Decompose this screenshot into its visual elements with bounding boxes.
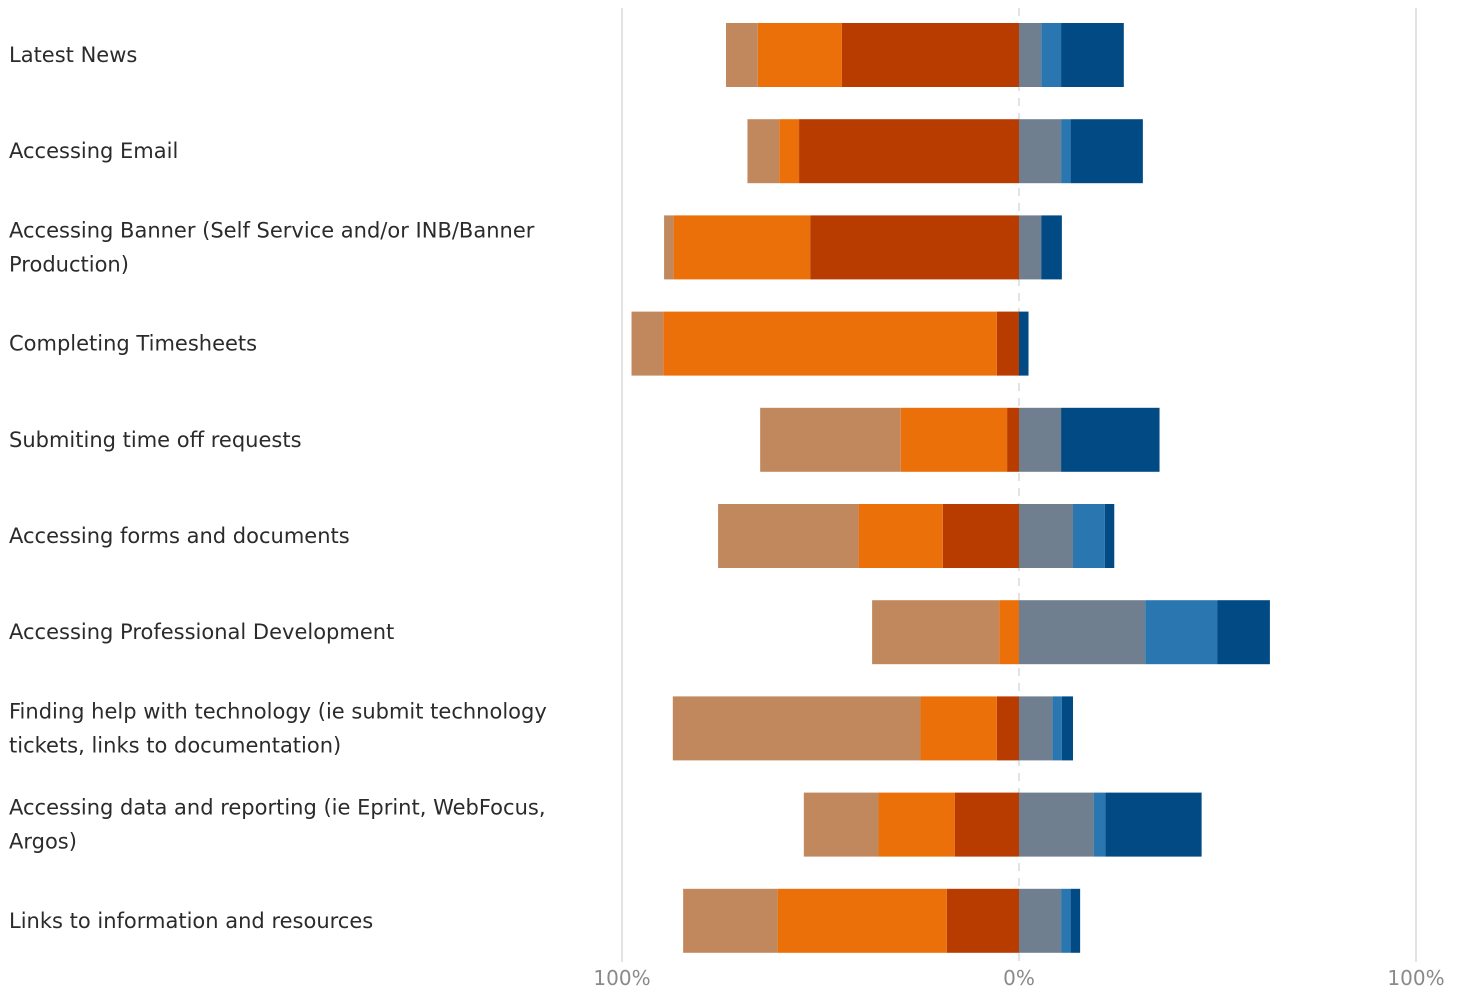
category-labels: Latest News Accessing Email Accessing Bann… [9, 43, 547, 933]
bar-segment-5-3 [1019, 504, 1073, 568]
category-label-7: Finding help with technology (ie submit … [9, 699, 547, 757]
bar-segment-0-3 [1019, 23, 1042, 87]
category-label-line: Accessing forms and documents [9, 524, 350, 548]
category-label-line: Latest News [9, 43, 137, 67]
tick-label-2: 100% [1387, 966, 1444, 990]
category-label-2: Accessing Banner (Self Service and/or IN… [9, 218, 535, 276]
bar-segment-5-2 [718, 504, 859, 568]
category-label-8: Accessing data and reporting (ie Eprint,… [9, 796, 546, 854]
category-label-line: Accessing Professional Development [9, 620, 394, 644]
category-label-3: Completing Timesheets [9, 332, 257, 356]
bar-segment-5-0 [942, 504, 1019, 568]
bar-segment-7-5 [1061, 696, 1073, 761]
bar-segment-7-0 [996, 696, 1019, 761]
category-label-1: Accessing Email [9, 139, 178, 163]
bar-segment-1-5 [1070, 119, 1143, 184]
bar-segment-8-3 [1019, 792, 1094, 857]
bar-segment-6-1 [999, 600, 1019, 665]
bar-segment-8-1 [878, 792, 955, 857]
bar-segment-0-2 [726, 23, 758, 87]
tick-label-1: 0% [1003, 966, 1035, 990]
bar-segment-3-2 [631, 311, 664, 376]
bar-segment-5-5 [1104, 504, 1115, 568]
bar-segment-0-4 [1041, 23, 1062, 87]
category-label-line: Completing Timesheets [9, 332, 257, 356]
bar-segment-1-3 [1019, 119, 1062, 184]
bar-segment-7-4 [1052, 696, 1062, 761]
bar-segment-3-0 [996, 311, 1019, 376]
bar-segment-9-1 [777, 888, 947, 953]
category-label-line: Finding help with technology (ie submit … [9, 699, 547, 723]
category-label-6: Accessing Professional Development [9, 620, 394, 644]
bar-segment-0-1 [757, 23, 842, 87]
bar-segment-4-5 [1061, 407, 1160, 472]
bar-segment-4-3 [1019, 407, 1062, 472]
bar-segment-9-2 [683, 888, 778, 953]
bar-segment-1-1 [779, 119, 800, 184]
category-label-line: Accessing Email [9, 139, 178, 163]
category-label-line: Links to information and resources [9, 909, 373, 933]
bar-segment-6-2 [872, 600, 1000, 665]
x-axis-tick-labels: 100% 0% 100% [593, 966, 1444, 990]
tick-label-0: 100% [593, 966, 650, 990]
category-label-4: Submiting time off requests [9, 428, 302, 452]
bar-segment-7-2 [672, 696, 921, 761]
bar-segment-9-5 [1070, 888, 1081, 953]
bar-segment-2-5 [1041, 215, 1062, 280]
bar-segment-6-4 [1145, 600, 1218, 665]
bar-segment-8-2 [803, 792, 879, 857]
category-label-9: Links to information and resources [9, 909, 373, 933]
bar-segment-9-0 [946, 888, 1019, 953]
bar-segment-1-0 [799, 119, 1019, 184]
bar-segment-2-3 [1019, 215, 1042, 280]
bar-segment-4-2 [760, 407, 901, 472]
category-label-0: Latest News [9, 43, 137, 67]
bar-segment-3-1 [663, 311, 997, 376]
bar-segment-7-3 [1019, 696, 1053, 761]
bars [631, 23, 1270, 953]
bar-segment-0-5 [1061, 23, 1124, 87]
bar-segment-2-2 [664, 215, 674, 280]
bar-segment-0-0 [841, 23, 1019, 87]
category-label-line: Argos) [9, 830, 77, 854]
category-label-line: Production) [9, 252, 129, 276]
category-label-5: Accessing forms and documents [9, 524, 350, 548]
bar-segment-7-1 [920, 696, 997, 761]
bar-segment-4-0 [1007, 407, 1019, 472]
bar-segment-5-1 [858, 504, 943, 568]
bar-segment-8-5 [1105, 792, 1202, 857]
bar-segment-5-4 [1072, 504, 1105, 568]
bar-segment-8-0 [954, 792, 1019, 857]
bar-segment-1-4 [1061, 119, 1071, 184]
bar-segment-2-0 [810, 215, 1019, 280]
category-label-line: tickets, links to documentation) [9, 733, 341, 757]
category-label-line: Submiting time off requests [9, 428, 302, 452]
bar-segment-6-3 [1019, 600, 1146, 665]
bar-segment-3-5 [1019, 311, 1029, 376]
bar-segment-9-4 [1061, 888, 1071, 953]
bar-segment-6-5 [1217, 600, 1270, 665]
bar-segment-9-3 [1019, 888, 1062, 953]
category-label-line: Accessing Banner (Self Service and/or IN… [9, 218, 535, 242]
bar-segment-4-1 [900, 407, 1008, 472]
bar-segment-8-4 [1093, 792, 1106, 857]
bar-segment-1-2 [747, 119, 780, 184]
bar-segment-2-1 [673, 215, 811, 280]
category-label-line: Accessing data and reporting (ie Eprint,… [9, 796, 546, 820]
